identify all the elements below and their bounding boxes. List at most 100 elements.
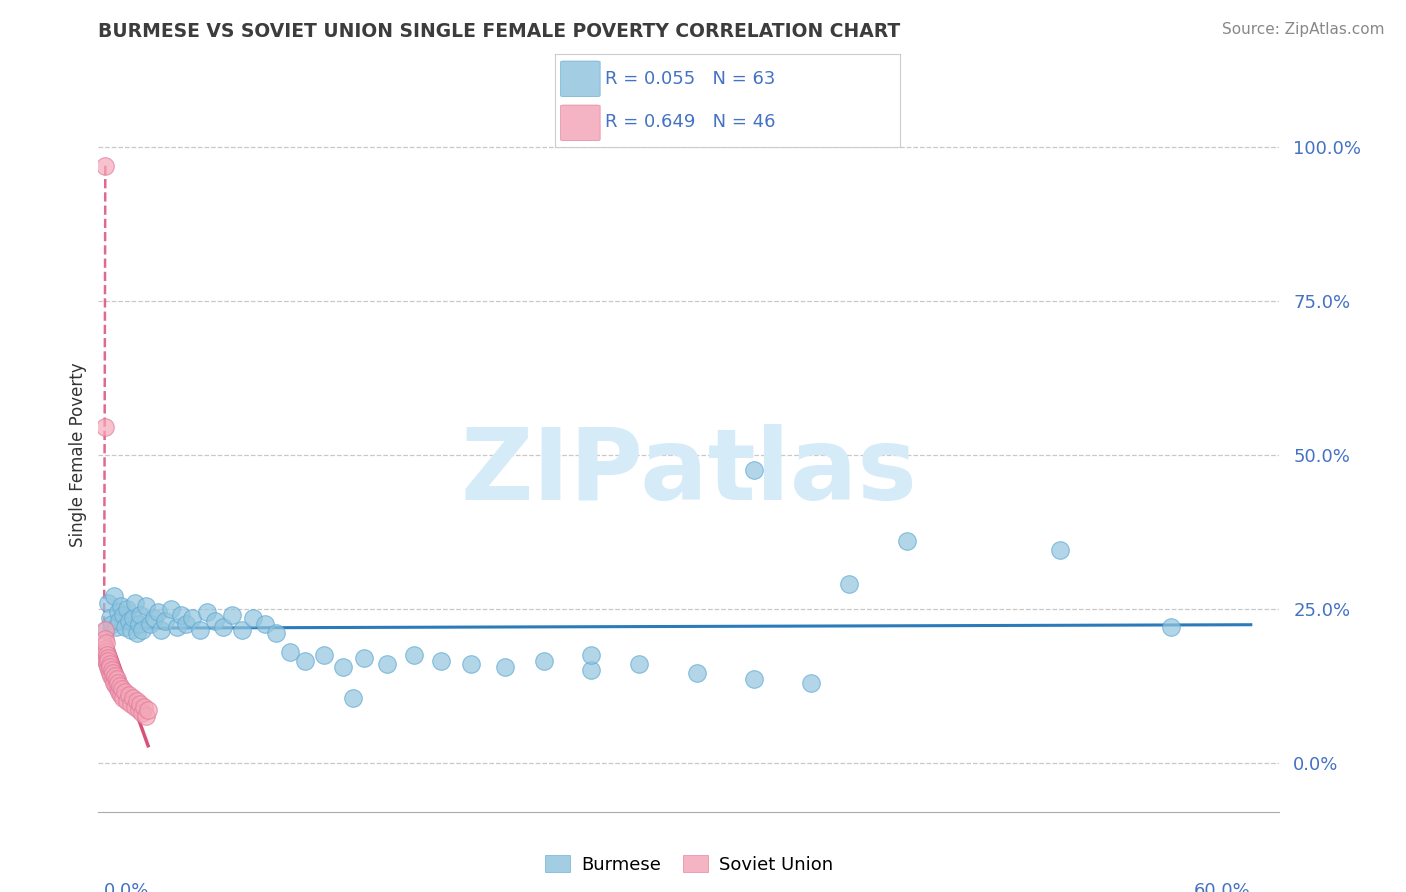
Point <box>104 679 127 693</box>
Point <box>118 614 141 628</box>
Point <box>169 607 191 622</box>
Point <box>94 632 117 647</box>
Point <box>742 463 765 477</box>
Point <box>800 675 823 690</box>
Point <box>155 614 177 628</box>
Point <box>97 660 120 674</box>
Point <box>211 620 233 634</box>
Point <box>94 624 117 638</box>
Point <box>101 673 124 687</box>
Point <box>114 685 136 699</box>
Point <box>134 700 156 714</box>
Point <box>135 599 157 613</box>
Point <box>110 599 132 613</box>
Point <box>136 703 159 717</box>
Point <box>429 654 451 668</box>
Point <box>103 666 125 681</box>
Point <box>107 675 129 690</box>
Point <box>98 666 121 681</box>
Point <box>221 607 243 622</box>
Point <box>108 685 131 699</box>
Point <box>581 648 603 662</box>
Point <box>104 669 127 683</box>
Point <box>111 681 134 696</box>
FancyBboxPatch shape <box>561 105 600 141</box>
Point <box>118 688 141 702</box>
Point <box>101 663 124 677</box>
Point <box>242 611 264 625</box>
Point <box>231 624 253 638</box>
Point <box>129 607 152 622</box>
Point <box>94 645 117 659</box>
Point <box>94 624 117 638</box>
Point <box>97 651 120 665</box>
Point <box>332 660 354 674</box>
Text: 60.0%: 60.0% <box>1194 882 1251 892</box>
Point <box>253 617 276 632</box>
Point <box>94 641 117 656</box>
Text: 0.0%: 0.0% <box>104 882 149 892</box>
Point <box>103 675 125 690</box>
FancyBboxPatch shape <box>561 61 600 96</box>
Point <box>264 626 287 640</box>
Text: ZIPatlas: ZIPatlas <box>461 425 917 521</box>
Point <box>125 694 148 708</box>
Point <box>128 617 150 632</box>
Legend: Burmese, Soviet Union: Burmese, Soviet Union <box>537 848 841 881</box>
Point <box>495 660 517 674</box>
Point <box>97 596 120 610</box>
Point <box>142 611 165 625</box>
Point <box>188 624 211 638</box>
Point <box>124 700 146 714</box>
Point <box>107 605 129 619</box>
Point <box>105 673 128 687</box>
Point <box>125 626 148 640</box>
Point <box>131 624 153 638</box>
Point <box>1049 543 1071 558</box>
Point <box>533 654 555 668</box>
Point <box>110 688 132 702</box>
Point <box>94 420 117 434</box>
Point <box>96 648 118 662</box>
Point <box>129 697 152 711</box>
Point <box>115 601 138 615</box>
Point <box>97 654 120 668</box>
Point <box>160 601 183 615</box>
Point <box>97 663 120 677</box>
Y-axis label: Single Female Poverty: Single Female Poverty <box>69 363 87 547</box>
Point <box>353 651 375 665</box>
Point <box>278 645 301 659</box>
Point <box>146 605 169 619</box>
Point <box>150 624 173 638</box>
Point <box>101 617 124 632</box>
Point <box>112 690 135 705</box>
Point <box>685 666 707 681</box>
Point <box>128 703 150 717</box>
Point <box>121 611 143 625</box>
Text: BURMESE VS SOVIET UNION SINGLE FEMALE POVERTY CORRELATION CHART: BURMESE VS SOVIET UNION SINGLE FEMALE PO… <box>98 22 901 41</box>
Point <box>104 620 127 634</box>
Point <box>139 617 162 632</box>
Point <box>628 657 651 671</box>
Point <box>108 614 131 628</box>
Point <box>115 694 138 708</box>
Point <box>581 663 603 677</box>
Point <box>176 617 198 632</box>
Point <box>98 657 121 671</box>
Point <box>100 660 122 674</box>
Point <box>896 534 918 549</box>
Point <box>838 577 860 591</box>
Point <box>375 657 398 671</box>
Point <box>110 679 132 693</box>
Point <box>120 697 142 711</box>
Point <box>121 690 143 705</box>
Point <box>114 620 136 634</box>
Point <box>100 669 122 683</box>
Text: R = 0.649   N = 46: R = 0.649 N = 46 <box>606 113 776 131</box>
Text: Source: ZipAtlas.com: Source: ZipAtlas.com <box>1222 22 1385 37</box>
Point <box>1160 620 1182 634</box>
Point <box>460 657 482 671</box>
Point <box>94 651 117 665</box>
Point <box>94 635 117 649</box>
Point <box>94 159 117 173</box>
